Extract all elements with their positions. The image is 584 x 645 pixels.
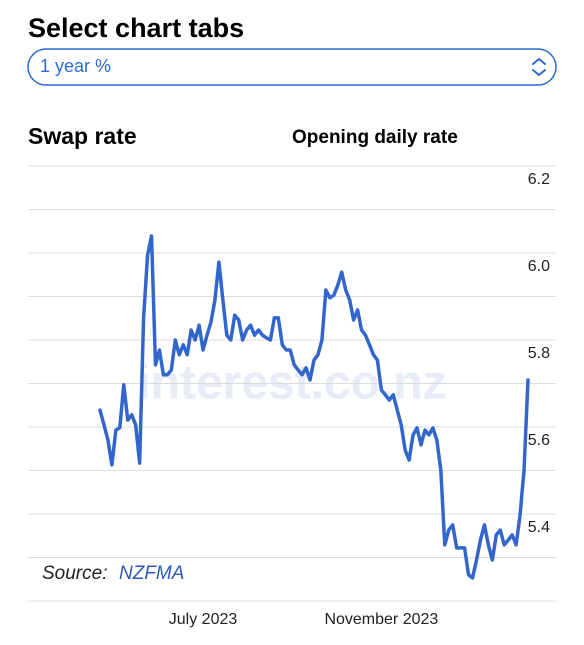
series-line	[98, 234, 530, 580]
y-tick-label: 5.8	[528, 345, 550, 362]
chart-subtitle: Opening daily rate	[292, 127, 458, 148]
x-tick-label: November 2023	[324, 611, 438, 628]
dropdown[interactable]: 1 year %	[27, 48, 557, 86]
page-title: Select chart tabs	[28, 13, 244, 43]
x-tick-label: July 2023	[169, 611, 238, 628]
dropdown-value[interactable]: 1 year %	[40, 56, 111, 76]
y-tick-label: 5.4	[528, 519, 550, 536]
source-label: Source:	[42, 563, 107, 584]
y-tick-label: 6.0	[528, 258, 550, 275]
y-tick-label: 6.2	[528, 171, 550, 188]
chart-title: Swap rate	[28, 123, 137, 149]
source-link[interactable]: NZFMA	[119, 563, 184, 584]
dropdown-chevron[interactable]	[532, 58, 546, 76]
y-tick-label: 5.6	[528, 432, 550, 449]
plot	[98, 234, 530, 580]
dropdown-box[interactable]	[27, 48, 557, 86]
grid: 5.4 5.6 5.8 6.0 6.2 July 2023 November 2023	[28, 165, 556, 628]
